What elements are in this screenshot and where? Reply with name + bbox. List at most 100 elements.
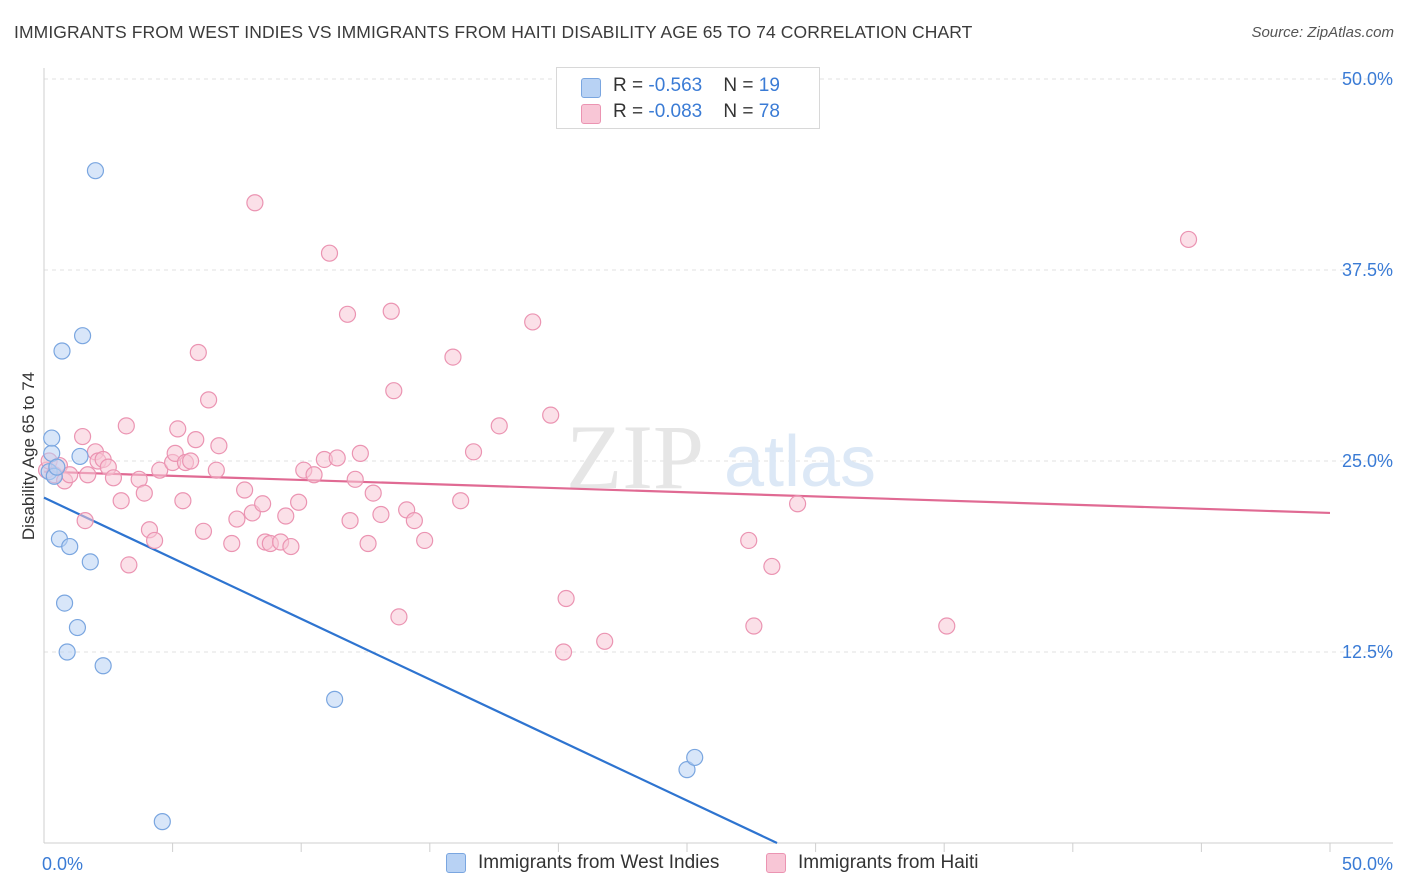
- data-point-haiti: [524, 313, 542, 331]
- data-point-haiti: [117, 417, 135, 435]
- legend-swatch-west-indies: [581, 78, 601, 98]
- data-point-haiti: [385, 382, 403, 400]
- legend-r-value: -0.563: [648, 75, 703, 96]
- y-axis-label: Disability Age 65 to 74: [19, 371, 38, 541]
- grid-lines: [44, 78, 1393, 653]
- data-point-haiti: [174, 492, 192, 510]
- data-point-haiti: [444, 348, 462, 366]
- data-point-haiti: [145, 531, 164, 550]
- data-point-west-indies: [55, 594, 74, 612]
- data-point-haiti: [416, 531, 434, 550]
- data-point-haiti: [596, 632, 614, 650]
- data-point-haiti: [76, 511, 94, 530]
- data-point-haiti: [151, 461, 169, 479]
- data-point-haiti: [490, 417, 508, 435]
- data-point-west-indies: [61, 537, 79, 556]
- legend-n-label: N =: [723, 101, 759, 122]
- data-point-west-indies: [153, 813, 171, 831]
- watermark-atlas: atlas: [724, 422, 876, 502]
- trend-line-west-indies: [43, 496, 778, 844]
- legend-swatch-haiti: [581, 104, 601, 124]
- data-point-west-indies: [43, 429, 61, 447]
- data-point-haiti: [305, 466, 323, 484]
- data-point-west-indies: [686, 748, 704, 767]
- data-point-haiti: [542, 406, 560, 424]
- legend-n-label: N =: [723, 75, 759, 96]
- data-point-west-indies: [48, 458, 66, 476]
- data-point-haiti: [452, 492, 470, 510]
- data-point-west-indies: [53, 342, 71, 360]
- y-tick-label: 37.5%: [1342, 260, 1393, 280]
- data-point-haiti: [341, 511, 359, 530]
- data-point-west-indies: [678, 761, 696, 779]
- axes: [43, 68, 1393, 852]
- x-tick-label: 50.0%: [1342, 854, 1393, 874]
- data-point-haiti: [745, 617, 763, 635]
- data-point-haiti: [189, 343, 207, 362]
- data-point-haiti: [763, 557, 781, 576]
- data-point-haiti: [182, 452, 200, 470]
- data-point-haiti: [169, 420, 187, 438]
- data-point-haiti: [1179, 230, 1198, 249]
- y-tick-label: 50.0%: [1342, 69, 1393, 89]
- data-point-haiti: [79, 466, 97, 484]
- data-point-haiti: [194, 522, 213, 540]
- data-point-haiti: [382, 302, 400, 320]
- stats-legend: R = -0.563 N = 19 R = -0.083 N = 78: [556, 67, 820, 129]
- data-point-west-indies: [58, 643, 76, 661]
- data-point-haiti: [290, 493, 308, 511]
- series-label-west-indies: Immigrants from West Indies: [478, 852, 720, 873]
- data-point-haiti: [554, 643, 573, 661]
- data-point-haiti: [740, 531, 758, 550]
- y-tick-label: 12.5%: [1342, 642, 1393, 662]
- data-point-haiti: [254, 495, 272, 513]
- watermark: ZIP atlas: [566, 406, 876, 508]
- series-swatch-haiti: [766, 853, 786, 873]
- data-point-west-indies: [73, 327, 92, 345]
- data-point-west-indies: [81, 553, 99, 571]
- data-point-haiti: [228, 510, 246, 528]
- chart-title: IMMIGRANTS FROM WEST INDIES VS IMMIGRANT…: [14, 22, 973, 42]
- data-point-haiti: [938, 617, 956, 635]
- data-point-haiti: [223, 534, 241, 553]
- data-point-haiti: [359, 534, 377, 553]
- data-point-haiti: [200, 391, 218, 409]
- y-tick-label: 25.0%: [1342, 451, 1393, 471]
- trend-line-haiti: [43, 470, 1331, 515]
- tick-labels: 12.5% 25.0% 37.5% 50.0% 0.0% 50.0%: [42, 69, 1393, 874]
- legend-n-value: 78: [758, 101, 780, 122]
- data-point-haiti: [346, 470, 364, 488]
- data-point-west-indies: [71, 447, 89, 466]
- data-point-haiti: [73, 427, 92, 446]
- data-point-haiti: [328, 449, 346, 467]
- data-point-haiti: [187, 431, 205, 449]
- data-point-haiti: [351, 444, 369, 462]
- data-point-haiti: [210, 437, 228, 455]
- legend-r-label: R =: [613, 75, 649, 96]
- data-point-haiti: [277, 507, 295, 525]
- data-point-haiti: [557, 589, 575, 608]
- data-point-west-indies: [86, 162, 105, 180]
- data-point-haiti: [372, 505, 390, 524]
- data-point-haiti: [112, 492, 130, 510]
- data-point-haiti: [120, 556, 138, 574]
- data-point-haiti: [282, 537, 300, 556]
- data-point-haiti: [207, 461, 225, 479]
- data-point-haiti: [320, 244, 339, 262]
- series-swatch-west-indies: [446, 853, 466, 873]
- legend-n-value: 19: [758, 75, 780, 96]
- data-point-haiti: [405, 511, 423, 530]
- legend-r-label: R =: [613, 101, 649, 122]
- x-tick-label: 0.0%: [42, 854, 83, 874]
- source-credit: Source: ZipAtlas.com: [1251, 24, 1394, 41]
- trend-lines: [43, 470, 1331, 844]
- data-point-west-indies: [68, 618, 87, 637]
- series-label-haiti: Immigrants from Haiti: [798, 852, 979, 873]
- data-point-haiti: [788, 495, 807, 513]
- data-points: [37, 162, 1198, 831]
- data-point-haiti: [464, 443, 483, 461]
- data-point-haiti: [104, 469, 123, 487]
- data-point-haiti: [338, 305, 357, 323]
- data-point-haiti: [135, 484, 153, 502]
